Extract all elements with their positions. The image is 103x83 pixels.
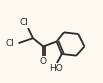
Text: Cl: Cl [6, 40, 15, 48]
Text: Cl: Cl [19, 18, 28, 27]
Text: HO: HO [49, 64, 63, 73]
Text: O: O [40, 57, 47, 65]
